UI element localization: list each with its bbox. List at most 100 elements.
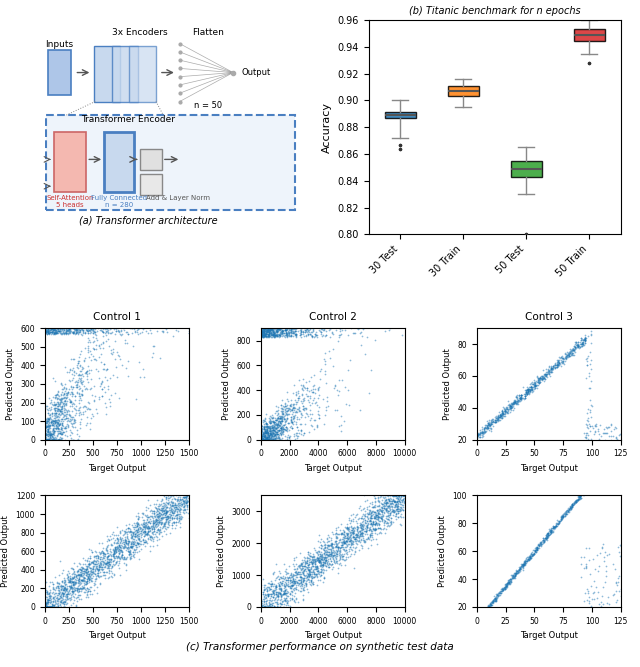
Point: [533, 376, 543, 386]
Point: [277, 434, 287, 445]
Point: [285, 395, 296, 406]
Point: [273, 413, 284, 424]
Point: [70, 382, 81, 393]
Point: [124, 550, 134, 561]
Point: [278, 424, 289, 434]
Point: [280, 588, 290, 598]
Point: [92, 588, 102, 598]
Point: [527, 382, 538, 392]
Point: [86, 557, 97, 568]
Point: [326, 556, 336, 566]
Point: [97, 570, 108, 580]
Point: [268, 431, 278, 442]
Point: [576, 489, 586, 500]
Point: [58, 396, 68, 407]
Point: [312, 384, 323, 395]
Point: [166, 512, 177, 523]
Point: [115, 536, 125, 547]
Point: [276, 411, 287, 422]
Point: [587, 483, 597, 494]
Point: [266, 434, 276, 445]
Point: [134, 317, 144, 328]
Point: [475, 426, 485, 437]
Point: [163, 518, 173, 529]
Point: [489, 596, 499, 607]
Point: [590, 419, 600, 430]
Point: [574, 490, 584, 501]
Point: [58, 565, 68, 576]
Point: [147, 526, 157, 537]
Point: [556, 514, 566, 524]
Point: [184, 495, 194, 506]
Point: [62, 392, 72, 403]
Point: [83, 327, 93, 338]
Point: [306, 576, 316, 586]
Point: [581, 483, 591, 494]
Point: [356, 539, 366, 550]
Point: [305, 550, 316, 561]
Point: [339, 538, 349, 548]
Point: [527, 550, 537, 561]
Point: [311, 569, 321, 580]
Point: [531, 545, 541, 556]
Point: [380, 325, 390, 336]
Point: [380, 506, 390, 517]
Point: [147, 532, 157, 542]
Point: [49, 426, 59, 436]
Point: [515, 393, 525, 404]
Point: [483, 418, 493, 429]
Point: [360, 515, 371, 526]
Point: [47, 425, 58, 436]
Point: [57, 429, 67, 440]
Point: [332, 550, 342, 561]
Point: [263, 432, 273, 443]
Point: [142, 528, 152, 539]
Point: [154, 500, 164, 511]
Point: [125, 317, 136, 328]
Point: [556, 352, 566, 362]
Point: [51, 592, 61, 603]
Point: [268, 592, 278, 602]
Text: Fully Connected: Fully Connected: [91, 195, 147, 201]
Point: [44, 421, 54, 432]
Point: [507, 572, 517, 583]
Point: [43, 424, 53, 434]
Point: [364, 388, 374, 398]
Point: [531, 546, 541, 557]
Point: [170, 504, 180, 514]
Point: [173, 497, 183, 508]
Point: [175, 500, 186, 510]
Point: [56, 414, 67, 425]
Point: [264, 331, 274, 342]
Point: [65, 430, 76, 441]
Point: [572, 339, 582, 350]
Text: Transformer Encoder: Transformer Encoder: [81, 115, 175, 124]
Point: [268, 330, 278, 341]
Point: [539, 373, 549, 384]
Point: [324, 558, 334, 569]
Point: [390, 490, 401, 501]
Point: [276, 590, 286, 600]
Point: [532, 542, 542, 553]
Point: [262, 430, 273, 440]
Point: [49, 323, 60, 334]
Point: [276, 406, 286, 416]
Point: [307, 557, 317, 568]
Point: [319, 366, 330, 377]
Point: [321, 532, 332, 543]
Point: [560, 353, 570, 364]
Point: [312, 546, 323, 557]
Point: [76, 372, 86, 383]
Point: [497, 410, 507, 421]
Point: [599, 556, 609, 567]
Point: [53, 401, 63, 412]
Point: [175, 495, 186, 506]
Point: [40, 323, 50, 334]
Point: [381, 516, 392, 527]
Point: [167, 494, 177, 504]
Point: [116, 542, 126, 553]
Point: [393, 501, 403, 512]
Point: [257, 326, 268, 337]
Point: [149, 340, 159, 351]
Point: [80, 400, 90, 411]
